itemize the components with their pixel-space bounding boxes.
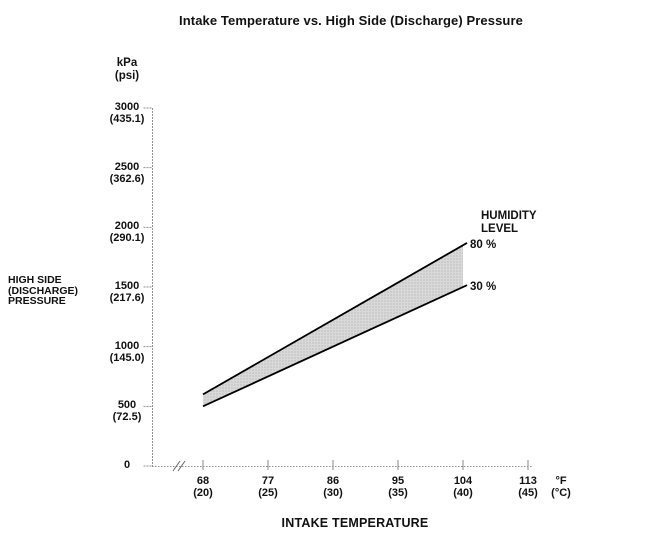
humidity-line-80 <box>202 242 468 396</box>
humidity-band <box>203 245 463 407</box>
humidity-line-30 <box>202 284 468 408</box>
y-tick-label: 3000 (435.1) <box>87 101 167 125</box>
x-tick-label-value: 95 <box>391 475 405 487</box>
x-tick-label-value: 68 <box>196 475 210 487</box>
axis-break-mark <box>177 460 186 472</box>
x-axis-unit-label-value: °F <box>555 475 567 487</box>
x-tick-label-value: 113 <box>519 475 537 487</box>
y-tick-label-sub: (217.6) <box>109 291 145 304</box>
x-tick-label: 104 (40) <box>435 475 491 499</box>
x-tick-label: 86 (30) <box>305 475 361 499</box>
y-tick-label: 1500 (217.6) <box>87 280 167 304</box>
y-tick-label: 1000 (145.0) <box>87 340 167 364</box>
x-tick-label: 77 (25) <box>240 475 296 499</box>
x-tick-label: 95 (35) <box>370 475 426 499</box>
x-tick-label-sub: (40) <box>453 486 473 499</box>
x-axis-title: INTAKE TEMPERATURE <box>281 516 429 530</box>
y-tick-label-value: 0 <box>123 459 131 471</box>
x-tick-label-sub: (25) <box>258 486 278 499</box>
series-label-value: 80 % <box>470 239 497 251</box>
y-tick-label-sub: (435.1) <box>109 112 145 125</box>
x-tick-label: 68 (20) <box>175 475 231 499</box>
y-tick-label-value: 2000 <box>114 220 140 232</box>
y-tick-label-sub: (145.0) <box>109 351 145 364</box>
y-axis-unit-primary: kPa <box>116 57 138 69</box>
axis-break-mark <box>172 460 181 472</box>
y-axis-unit-secondary: (psi) <box>114 70 140 82</box>
y-tick-label-sub: (290.1) <box>109 231 145 244</box>
x-tick-label-sub: (35) <box>388 486 408 499</box>
x-tick-label-sub: (20) <box>193 486 213 499</box>
series-label: 30 % <box>470 280 496 294</box>
y-tick-label-value: 2500 <box>114 161 140 173</box>
x-tick-label-value: 86 <box>326 475 340 487</box>
x-tick-label-sub: (30) <box>323 486 343 499</box>
x-tick-label: 113 (45) <box>500 475 556 499</box>
y-axis-title: HIGH SIDE (DISCHARGE) PRESSURE <box>8 275 78 307</box>
series-label-value: 30 % <box>470 281 497 293</box>
y-tick-label: 2500 (362.6) <box>87 161 167 185</box>
y-axis-title-line: HIGH SIDE <box>8 274 62 286</box>
x-tick-label-sub: (45) <box>518 486 538 499</box>
series-label: 80 % <box>470 238 496 252</box>
x-tick-label-value: 77 <box>261 475 275 487</box>
legend-title-line: LEVEL <box>481 223 519 235</box>
legend-title: HUMIDITY LEVEL <box>481 210 537 236</box>
y-tick-label-sub: (362.6) <box>109 172 145 185</box>
chart-title: Intake Temperature vs. High Side (Discha… <box>179 13 523 28</box>
y-tick-label-value: 1000 <box>114 340 140 352</box>
x-axis-unit-label-sub: (°C) <box>551 486 571 499</box>
y-axis-title-line: (DISCHARGE) <box>8 284 78 297</box>
y-tick-label: 500 (72.5) <box>87 399 167 423</box>
y-tick-label-value: 500 <box>117 399 137 411</box>
y-tick-label: 0 <box>87 459 167 472</box>
y-tick-label: 2000 (290.1) <box>87 220 167 244</box>
x-axis-unit-label: °F (°C) <box>533 475 589 499</box>
y-axis-unit-label: kPa (psi) <box>87 57 167 83</box>
x-tick-label-value: 104 <box>453 475 473 487</box>
y-tick-label-sub: (72.5) <box>112 410 142 423</box>
y-tick-label-value: 3000 <box>114 101 140 113</box>
y-tick-label-value: 1500 <box>114 280 140 292</box>
legend-title-line: HUMIDITY <box>481 210 537 222</box>
y-axis-title-line: PRESSURE <box>8 295 66 307</box>
